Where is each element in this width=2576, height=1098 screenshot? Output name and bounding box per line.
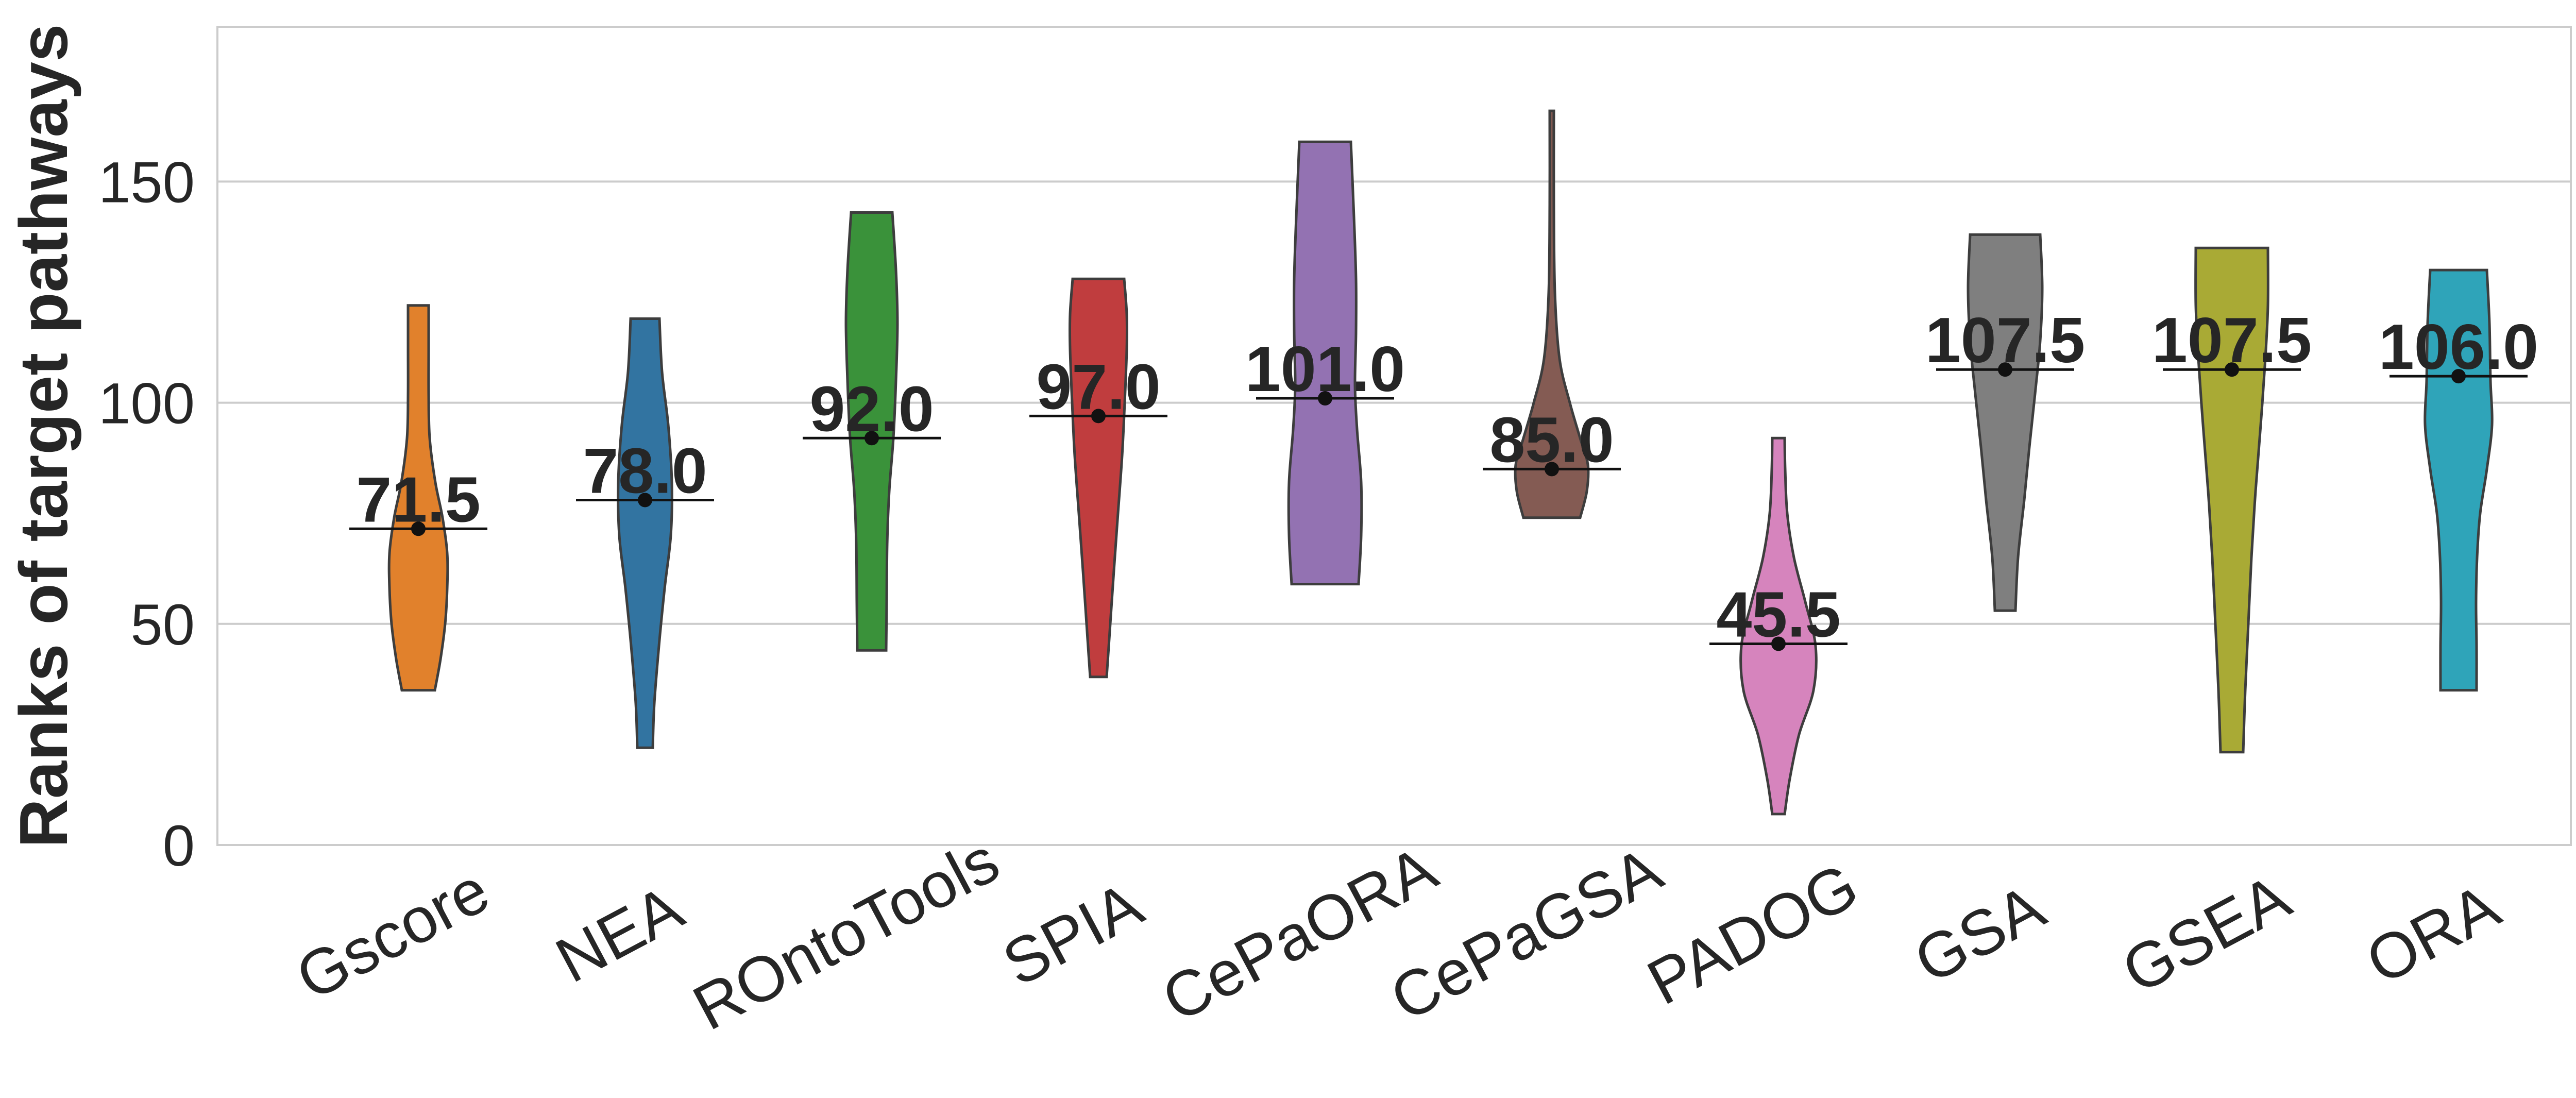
x-tick-label-ora: ORA [2355, 870, 2511, 998]
median-markers: 71.5 78.0 92.0 97.0 101.0 85.0 45.5 107.5 107.5 1… [349, 305, 2538, 651]
y-axis-label: Ranks of target pathways [6, 24, 81, 848]
x-tick-label-gsea: GSEA [2111, 861, 2301, 1007]
y-tick-label: 150 [98, 150, 195, 214]
violin-gsea [2194, 246, 2269, 754]
median-dot-cepaora [1318, 391, 1332, 406]
violin-nea [617, 317, 673, 749]
median-dot-spia [1091, 409, 1106, 424]
median-dot-cepagsa [1545, 462, 1559, 477]
median-label-cepagsa: 85.0 [1489, 404, 1614, 476]
x-tick-label-spia: SPIA [992, 869, 1154, 1000]
median-label-padog: 45.5 [1716, 579, 1840, 650]
median-label-gsa: 107.5 [1925, 305, 2085, 376]
median-label-cepaora: 101.0 [1245, 334, 1405, 405]
x-tick-label-rontotools: ROntoTools [682, 824, 1010, 1044]
median-label-gscore: 71.5 [356, 464, 480, 535]
median-dot-rontotools [865, 431, 879, 446]
violin-padog [1739, 436, 1818, 816]
median-label-gsea: 107.5 [2152, 305, 2312, 376]
x-tick-label-padog: PADOG [1636, 850, 1869, 1019]
x-tick-label-gsa: GSA [1903, 871, 2056, 997]
median-dot-gsea [2225, 362, 2239, 377]
median-label-nea: 78.0 [583, 435, 707, 506]
x-tick-label-nea: NEA [545, 872, 694, 996]
violin-cepaora [1287, 140, 1363, 586]
y-tick-label: 50 [130, 593, 195, 657]
violin-gscore [387, 304, 449, 692]
median-label-rontotools: 92.0 [809, 374, 934, 445]
median-dot-ora [2451, 369, 2466, 384]
x-tick-label-gscore: Gscore [285, 854, 500, 1013]
median-dot-gscore [411, 521, 426, 536]
violin-cepagsa [1514, 109, 1590, 519]
x-tick-labels: Gscore NEAROntoToolsSPIACePaORACePaGSAPAD… [285, 824, 2511, 1044]
y-tick-label: 0 [163, 814, 195, 878]
plot-area-frame [216, 26, 2572, 846]
violin-spia [1068, 277, 1129, 679]
violin-gsa [1967, 233, 2044, 612]
median-dot-padog [1771, 636, 1786, 651]
y-tick-label: 100 [98, 371, 195, 436]
median-label-spia: 97.0 [1036, 351, 1160, 423]
y-tick-labels: 0 50 100 150 [98, 150, 195, 878]
median-dot-nea [638, 493, 652, 508]
median-label-ora: 106.0 [2379, 312, 2538, 383]
median-dot-gsa [1998, 362, 2012, 377]
